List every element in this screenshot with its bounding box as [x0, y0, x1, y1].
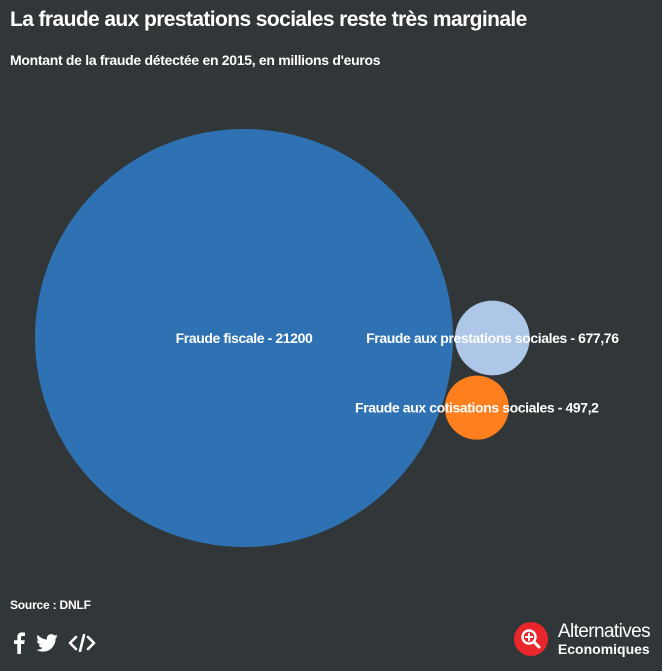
bubble-1[interactable]	[35, 129, 453, 547]
embed-icon[interactable]	[68, 634, 96, 652]
social-share-bar	[12, 632, 96, 654]
bubble-chart: Fraude fiscale - 21200 Fraude aux prestat…	[35, 129, 620, 547]
facebook-icon[interactable]	[12, 632, 26, 654]
brand-name-line1: Alternatives	[557, 621, 651, 642]
brand-logo[interactable]: Alternatives Economiques	[513, 621, 651, 657]
bubble-label-1: Fraude fiscale - 21200	[176, 330, 313, 346]
chart-title: La fraude aux prestations sociales reste…	[10, 8, 527, 31]
chart-subtitle: Montant de la fraude détectée en 2015, e…	[10, 52, 381, 68]
bubble-2[interactable]	[455, 300, 530, 376]
source-note: Source : DNLF	[10, 598, 91, 612]
bubble-3[interactable]	[444, 375, 509, 440]
twitter-icon[interactable]	[36, 634, 58, 652]
bubble-label-2: Fraude aux prestations sociales - 677,76	[366, 330, 619, 346]
brand-name-line2: Economiques	[557, 641, 650, 657]
magnifier-plus-icon	[513, 622, 548, 656]
bubble-label-3: Fraude aux cotisations sociales - 497,2	[355, 400, 599, 416]
